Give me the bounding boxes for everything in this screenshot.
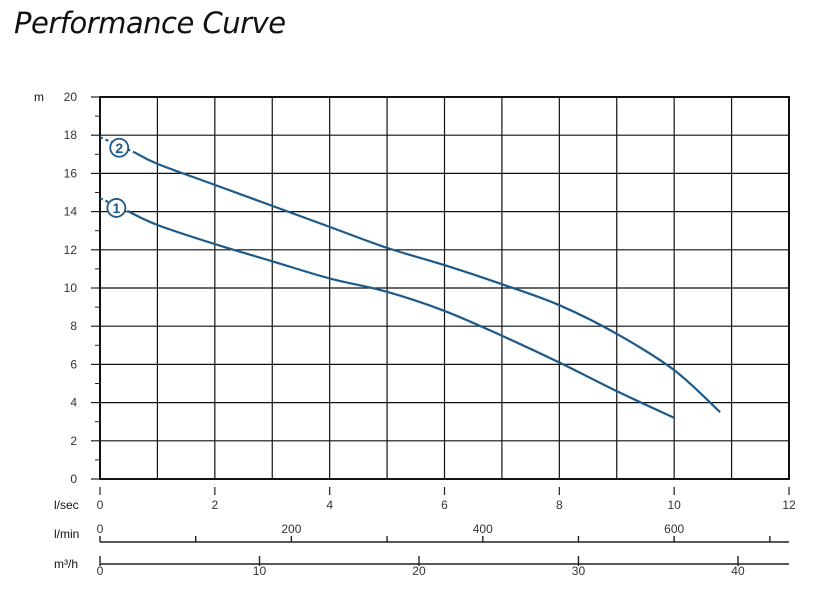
y-tick-label: 2: [70, 434, 77, 448]
l-min-tick-label: 400: [473, 522, 493, 536]
m3h-tick-label: 10: [253, 564, 267, 578]
y-tick-label: 18: [64, 128, 78, 142]
m3h-tick-label: 40: [731, 564, 745, 578]
y-tick-label: 10: [64, 281, 78, 295]
series: 12: [99, 136, 721, 419]
l-min-tick-label: 600: [664, 522, 684, 536]
curve-2: [133, 151, 721, 413]
flow-axis-label: l/min: [54, 527, 79, 541]
y-tick-label: 16: [64, 166, 78, 180]
l-sec-tick-label: 0: [97, 498, 104, 512]
l-sec-tick-label: 12: [782, 498, 796, 512]
curve-1: [128, 210, 675, 419]
l-sec-tick-label: 4: [326, 498, 333, 512]
y-axis: m 0 2 4 6 8 10 12 14 16 18 20: [34, 90, 100, 486]
curve-marker-label: 2: [115, 140, 123, 156]
m3h-tick-label: 0: [97, 564, 104, 578]
curve-marker-label: 1: [112, 200, 120, 216]
l-sec-tick-label: 10: [667, 498, 681, 512]
curve-marker-2: [109, 137, 130, 158]
y-tick-label: 14: [64, 205, 78, 219]
l-sec-tick-label: 2: [211, 498, 218, 512]
y-tick-label: 8: [70, 319, 77, 333]
curve-marker-1: [106, 198, 127, 218]
y-tick-label: 12: [64, 243, 78, 257]
y-axis-label: m: [34, 90, 44, 104]
flow-axes: l/sec 0 2 4 6 8 10 12 l/min 0 200 400 600 m³/h 0 10 20 30…: [54, 487, 796, 578]
m3h-tick-label: 20: [412, 564, 426, 578]
l-min-tick-label: 200: [281, 522, 301, 536]
y-tick-label: 4: [70, 396, 77, 410]
grid: [100, 97, 789, 479]
flow-axis-label: m³/h: [54, 557, 78, 571]
chart-title: Performance Curve: [14, 6, 286, 40]
l-min-tick-label: 0: [97, 522, 104, 536]
y-tick-label: 20: [64, 90, 78, 104]
flow-axis-label: l/sec: [54, 498, 79, 512]
l-sec-tick-label: 6: [441, 498, 448, 512]
l-sec-tick-label: 8: [556, 498, 563, 512]
y-tick-label: 0: [70, 472, 77, 486]
y-tick-label: 6: [70, 357, 77, 371]
m3h-tick-label: 30: [572, 564, 586, 578]
